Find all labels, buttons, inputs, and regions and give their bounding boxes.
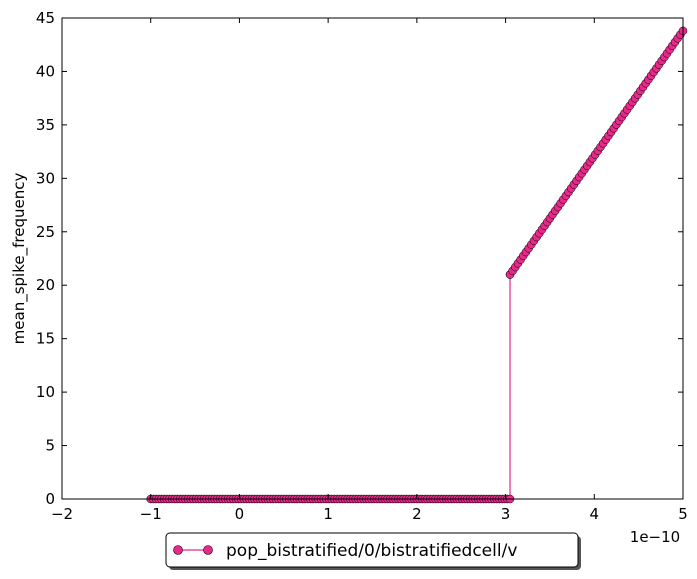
legend-marker [173, 545, 183, 555]
x-tick-label: 4 [590, 505, 600, 523]
series-line-layer [150, 30, 684, 500]
legend-entry-label: pop_bistratified/0/bistratifiedcell/v [226, 541, 517, 561]
y-tick-label: 0 [45, 490, 55, 508]
legend-marker [203, 545, 213, 555]
x-tick-label: 5 [678, 505, 688, 523]
plot-area-frame [61, 17, 684, 500]
y-tick-label: 30 [36, 169, 55, 187]
x-axis-offset-text: 1e−10 [630, 528, 680, 546]
y-tick-label: 40 [36, 62, 55, 80]
y-tick-label: 45 [36, 9, 55, 27]
x-tick-label: 0 [235, 505, 245, 523]
y-tick-label: 15 [36, 330, 55, 348]
legend: pop_bistratified/0/bistratifiedcell/v [165, 532, 581, 570]
series-marker-layer [146, 26, 688, 504]
x-tick-label: 3 [501, 505, 511, 523]
y-tick-label: 5 [45, 437, 55, 455]
x-tick-label: 2 [412, 505, 422, 523]
x-tick-label: −1 [140, 505, 162, 523]
y-axis-label: mean_spike_frequency [10, 173, 29, 345]
y-tick-label: 10 [36, 383, 55, 401]
x-tick-label: 1 [323, 505, 333, 523]
x-tick-label: −2 [51, 505, 73, 523]
series-line [150, 30, 684, 500]
y-tick-label: 35 [36, 116, 55, 134]
y-tick-label: 20 [36, 276, 55, 294]
y-tick-label: 25 [36, 223, 55, 241]
legend-box [165, 532, 579, 568]
